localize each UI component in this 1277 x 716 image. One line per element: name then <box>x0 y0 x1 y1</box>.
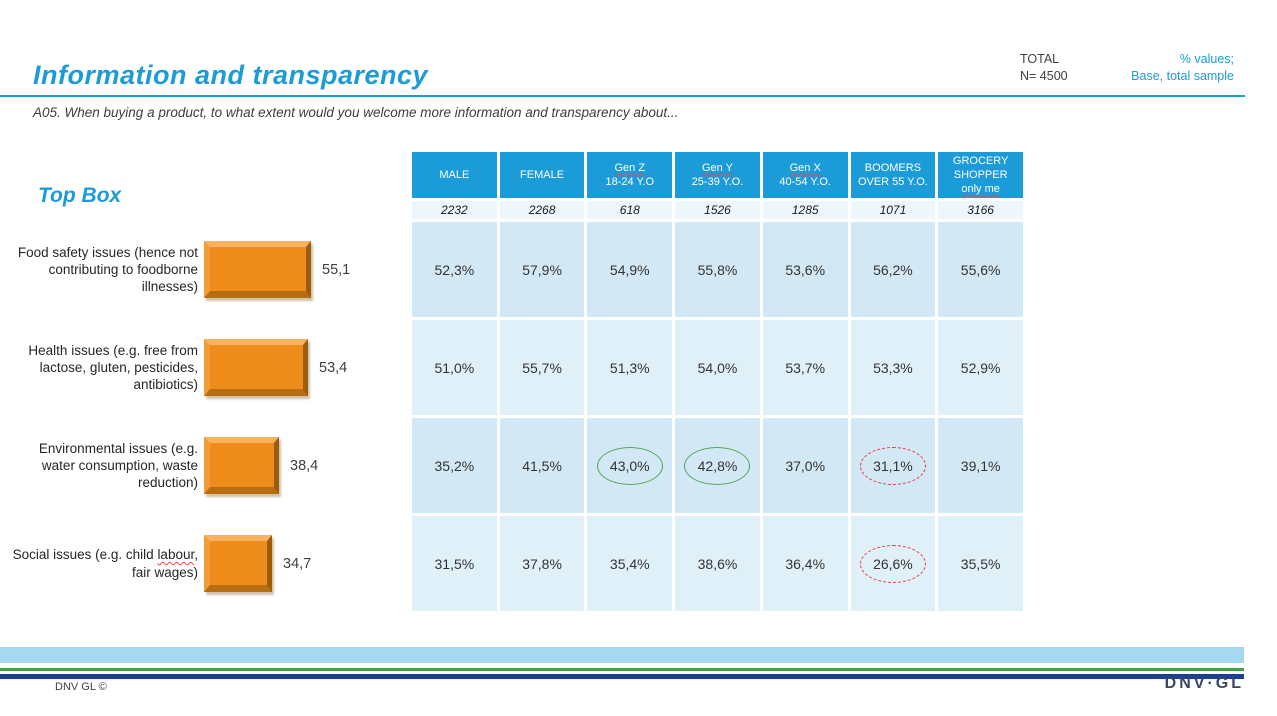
chart-category-label: Food safety issues (hence not contributi… <box>17 244 198 295</box>
table-value-cell: 54,0% <box>675 320 760 415</box>
column-header-line: FEMALE <box>520 168 565 181</box>
title-underline-rule <box>0 95 1245 97</box>
base-count-cell: 1526 <box>675 201 760 219</box>
values-note: % values; Base, total sample <box>1131 51 1234 84</box>
table-value-cell: 55,7% <box>499 320 585 415</box>
table-value-cell: 53,7% <box>762 320 848 415</box>
total-sample-label: TOTAL N= 4500 <box>1020 51 1068 84</box>
footer-band-green <box>0 668 1244 671</box>
column-header-line: GROCERY <box>952 154 1009 167</box>
table-value-cell: 54,9% <box>587 222 673 317</box>
table-value-cell: 42,8% <box>675 418 760 513</box>
values-note-line2: Base, total sample <box>1131 68 1234 83</box>
base-count-cell: 3166 <box>938 201 1023 219</box>
green-highlight-ellipse <box>684 446 751 485</box>
table-value-cell: 55,6% <box>938 222 1023 317</box>
column-header-line: OVER 55 Y.O. <box>857 176 928 188</box>
column-header-line: MALE <box>439 168 470 181</box>
chart-category-label: Health issues (e.g. free from lactose, g… <box>28 342 198 393</box>
table-value-cell: 52,3% <box>412 222 497 317</box>
table-value-cell: 35,5% <box>938 516 1023 611</box>
table-value-cell: 39,1% <box>938 418 1023 513</box>
chart-row: Social issues (e.g. child labour, fair w… <box>8 516 311 611</box>
table-value-cell: 53,3% <box>850 320 936 415</box>
chart-category-label: Social issues (e.g. child labour, fair w… <box>12 547 198 580</box>
chart-row: Environmental issues (e.g. water consump… <box>8 418 318 513</box>
base-count-cell: 618 <box>587 201 673 219</box>
total-n-value: N= 4500 <box>1020 68 1068 83</box>
base-count-cell: 2232 <box>412 201 497 219</box>
table-value-cell: 41,5% <box>499 418 585 513</box>
misspelled-word: Gen X <box>789 161 821 174</box>
column-header-line: 40-54 Y.O. <box>779 176 831 188</box>
column-header-cell: BOOMERS OVER 55 Y.O. <box>850 152 936 198</box>
column-header-line: Gen Y <box>702 161 733 175</box>
column-header-cell: MALE <box>412 152 497 198</box>
bar <box>204 437 279 494</box>
misspelled-word: labour <box>157 547 195 563</box>
page-title: Information and transparency <box>33 60 429 90</box>
chart-title: Top Box <box>38 184 122 207</box>
misspelled-word: only me <box>961 183 1000 196</box>
table-value-cell: 51,0% <box>412 320 497 415</box>
column-header-line: SHOPPER <box>953 168 1008 181</box>
column-header-line: Gen Z <box>614 161 645 175</box>
total-label: TOTAL <box>1020 52 1060 66</box>
footer-band-navy <box>0 674 1244 679</box>
red-highlight-ellipse <box>859 544 926 583</box>
base-count-cell: 2268 <box>499 201 585 219</box>
table-value-cell: 53,6% <box>762 222 848 317</box>
bar <box>204 339 308 396</box>
bar-value-label: 53,4 <box>319 359 348 376</box>
results-table: MALE FEMALE Gen Z 18-24 Y.O Gen Y 25-39 Y.O. G… <box>412 152 1023 611</box>
dnv-gl-logo: DNV·GL <box>1164 675 1244 692</box>
table-value-cell: 37,0% <box>762 418 848 513</box>
base-count-cell: 1285 <box>762 201 848 219</box>
column-header-cell: GROCERY SHOPPER only me <box>938 152 1023 198</box>
misspelled-word: Gen Z <box>614 161 646 174</box>
column-header-line: Gen X <box>790 161 821 175</box>
table-value-cell: 37,8% <box>499 516 585 611</box>
table-value-cell: 36,4% <box>762 516 848 611</box>
bar-value-label: 34,7 <box>283 555 312 572</box>
chart-category-label: Environmental issues (e.g. water consump… <box>38 440 198 491</box>
table-value-cell: 31,1% <box>850 418 936 513</box>
column-header-cell: FEMALE <box>499 152 585 198</box>
values-note-line1: % values; <box>1179 52 1234 66</box>
column-header-line: only me <box>961 182 1000 196</box>
chart-row: Health issues (e.g. free from lactose, g… <box>8 320 347 415</box>
sample-info-block: TOTAL N= 4500 % values; Base, total samp… <box>1020 51 1234 84</box>
chart-row: Food safety issues (hence not contributi… <box>8 222 350 317</box>
bar-value-label: 55,1 <box>322 261 351 278</box>
column-header-cell: Gen Y 25-39 Y.O. <box>675 152 760 198</box>
table-value-cell: 31,5% <box>412 516 497 611</box>
table-value-cell: 51,3% <box>587 320 673 415</box>
column-header-line: BOOMERS <box>864 161 922 174</box>
table-value-cell: 38,6% <box>675 516 760 611</box>
column-header-line: 18-24 Y.O <box>605 176 655 188</box>
base-count-cell: 1071 <box>850 201 936 219</box>
table-value-cell: 57,9% <box>499 222 585 317</box>
table-value-cell: 35,2% <box>412 418 497 513</box>
misspelled-word: Gen Y <box>701 161 733 174</box>
copyright-text: DNV GL © <box>55 681 107 693</box>
table-value-cell: 35,4% <box>587 516 673 611</box>
column-header-cell: Gen X 40-54 Y.O. <box>762 152 848 198</box>
table-value-cell: 56,2% <box>850 222 936 317</box>
red-highlight-ellipse <box>859 446 926 485</box>
table-value-cell: 43,0% <box>587 418 673 513</box>
footer-band-lightblue <box>0 647 1244 663</box>
bar <box>204 535 272 592</box>
column-header-cell: Gen Z 18-24 Y.O <box>587 152 673 198</box>
green-highlight-ellipse <box>596 446 663 485</box>
column-header-line: 25-39 Y.O. <box>691 176 744 188</box>
survey-question-text: A05. When buying a product, to what exte… <box>33 105 679 120</box>
table-value-cell: 55,8% <box>675 222 760 317</box>
bar <box>204 241 311 298</box>
table-value-cell: 52,9% <box>938 320 1023 415</box>
table-value-cell: 26,6% <box>850 516 936 611</box>
bar-value-label: 38,4 <box>290 457 319 474</box>
